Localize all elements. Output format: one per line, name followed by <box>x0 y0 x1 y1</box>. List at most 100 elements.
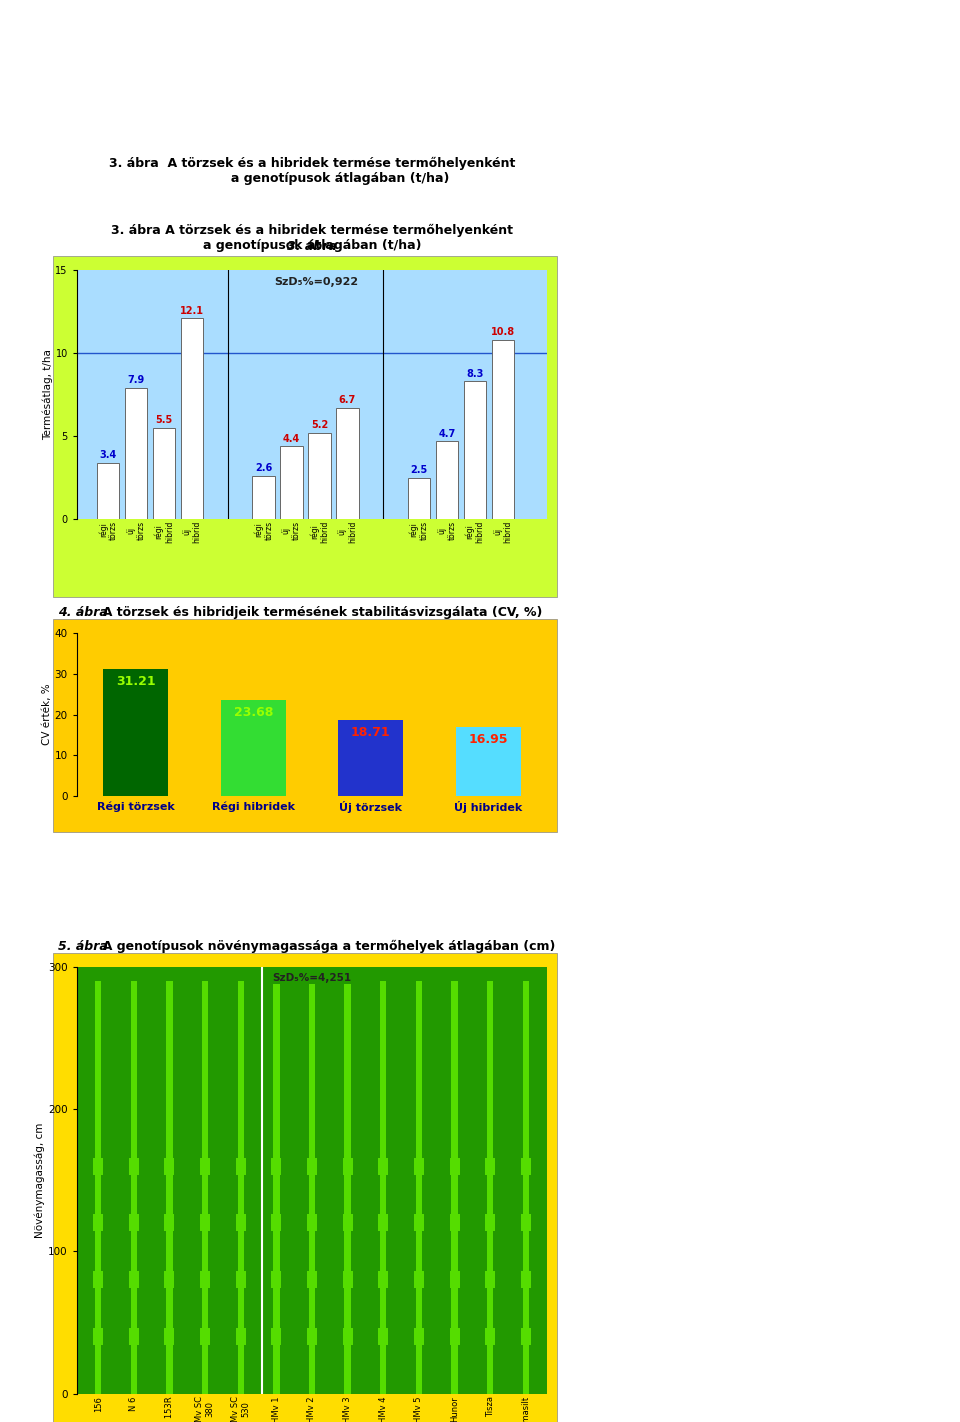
Bar <box>332 974 363 1394</box>
Bar <box>97 462 119 519</box>
Bar <box>440 974 469 1394</box>
Bar <box>414 1214 424 1231</box>
Bar <box>129 1328 139 1345</box>
Bar <box>83 974 113 1394</box>
Bar <box>343 1158 352 1175</box>
Bar <box>93 1271 103 1288</box>
Text: 31.21: 31.21 <box>116 675 156 688</box>
Bar <box>261 974 292 1394</box>
Bar <box>297 974 327 1394</box>
Bar <box>378 1328 388 1345</box>
Bar <box>236 1214 246 1231</box>
Bar <box>155 974 184 1394</box>
Bar <box>414 1158 424 1175</box>
Bar <box>93 1158 103 1175</box>
Bar <box>200 1158 210 1175</box>
Bar <box>456 727 520 796</box>
Bar <box>414 1271 424 1288</box>
Bar <box>336 408 358 519</box>
Text: 4.7: 4.7 <box>438 428 455 438</box>
Bar <box>309 981 315 1394</box>
Text: 5.5: 5.5 <box>156 415 173 425</box>
Bar <box>487 981 493 1394</box>
Bar <box>95 981 102 1394</box>
Bar <box>475 974 505 1394</box>
Text: 7.9: 7.9 <box>128 375 145 385</box>
Bar <box>153 428 176 519</box>
Bar <box>449 1328 460 1345</box>
Bar <box>221 700 285 796</box>
Bar <box>521 1158 531 1175</box>
Bar <box>164 1271 175 1288</box>
Text: 3. ábra A törzsek és a hibridek termése termőhelyenként
a genotípusok átlagában : 3. ábra A törzsek és a hibridek termése … <box>111 223 513 252</box>
Bar <box>119 974 149 1394</box>
Bar <box>200 1214 210 1231</box>
Text: 4.4: 4.4 <box>283 434 300 444</box>
Bar <box>485 1328 495 1345</box>
Bar <box>449 1271 460 1288</box>
Bar <box>343 1214 352 1231</box>
Bar <box>378 1214 388 1231</box>
Text: A törzsek és hibridjeik termésének stabilitásvizsgálata (CV, %): A törzsek és hibridjeik termésének stabi… <box>94 606 542 619</box>
Text: 18.71: 18.71 <box>351 727 391 739</box>
Text: 23.68: 23.68 <box>233 705 273 718</box>
Bar <box>485 1271 495 1288</box>
Y-axis label: CV érték, %: CV érték, % <box>42 684 52 745</box>
Bar <box>202 981 208 1394</box>
Bar <box>200 1328 210 1345</box>
Bar <box>125 388 147 519</box>
Text: 3. ábra: 3. ábra <box>287 240 337 253</box>
Bar <box>345 981 350 1394</box>
Text: 6.7: 6.7 <box>339 395 356 405</box>
Bar <box>252 476 275 519</box>
Bar <box>272 1271 281 1288</box>
Bar <box>190 974 220 1394</box>
Text: 16.95: 16.95 <box>468 734 508 747</box>
Bar <box>104 668 168 796</box>
Text: 5. ábra: 5. ábra <box>58 940 108 953</box>
Bar <box>416 981 422 1394</box>
Bar <box>449 1214 460 1231</box>
Bar <box>93 1214 103 1231</box>
Bar <box>408 478 430 519</box>
Bar <box>274 981 279 1394</box>
Bar <box>200 1271 210 1288</box>
Text: A genotípusok növénymagassága a termőhelyek átlagában (cm): A genotípusok növénymagassága a termőhel… <box>94 940 556 953</box>
Bar <box>339 720 403 796</box>
Bar <box>343 1271 352 1288</box>
Text: 10.8: 10.8 <box>491 327 515 337</box>
Bar <box>272 1158 281 1175</box>
Bar <box>404 974 434 1394</box>
Bar <box>414 1328 424 1345</box>
Bar <box>272 1328 281 1345</box>
Bar <box>129 1271 139 1288</box>
Bar <box>451 981 458 1394</box>
Bar <box>308 432 330 519</box>
Bar <box>280 447 302 519</box>
Bar <box>378 1158 388 1175</box>
Bar <box>237 981 244 1394</box>
Bar <box>343 1328 352 1345</box>
Bar <box>164 1214 175 1231</box>
Y-axis label: Termésátlag, t/ha: Termésátlag, t/ha <box>42 350 53 439</box>
Bar <box>180 319 204 519</box>
Bar <box>129 1158 139 1175</box>
Bar <box>226 974 256 1394</box>
Bar <box>236 1328 246 1345</box>
Text: SzD₅%=4,251: SzD₅%=4,251 <box>273 973 351 983</box>
Bar <box>236 1271 246 1288</box>
Bar <box>436 441 458 519</box>
Bar <box>307 1158 317 1175</box>
Text: 8.3: 8.3 <box>466 368 484 378</box>
Text: 3. ábra  A törzsek és a hibridek termése termőhelyenként
             a genotípu: 3. ábra A törzsek és a hibridek termése … <box>108 156 516 185</box>
Bar <box>485 1158 495 1175</box>
Bar <box>164 1328 175 1345</box>
Bar <box>272 1214 281 1231</box>
Text: SzD₅%=0,922: SzD₅%=0,922 <box>275 277 358 287</box>
Bar <box>131 981 137 1394</box>
Bar <box>380 981 387 1394</box>
Bar <box>492 340 514 519</box>
Bar <box>464 381 486 519</box>
Text: 2.6: 2.6 <box>255 464 273 474</box>
Bar <box>236 1158 246 1175</box>
